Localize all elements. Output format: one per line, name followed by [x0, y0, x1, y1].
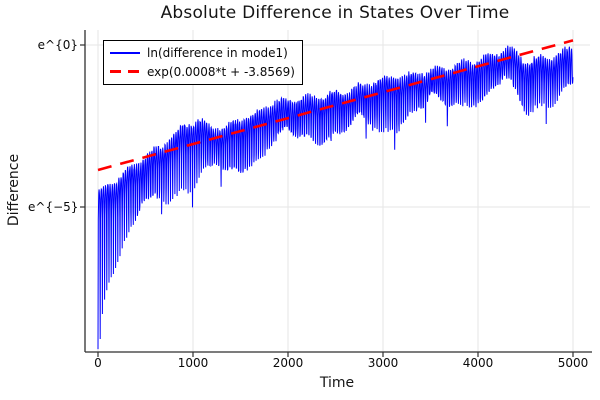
- x-tick-label: 3000: [367, 356, 399, 370]
- x-axis-label: Time: [319, 375, 355, 391]
- y-tick-label-e0: e^{0}: [37, 38, 78, 52]
- series-layer: [97, 39, 574, 350]
- x-tick-label: 4000: [462, 356, 494, 370]
- x-tick-label: 1000: [177, 356, 209, 370]
- legend-dashed-line-swatch: [110, 70, 140, 73]
- x-tick-label: 0: [94, 356, 102, 370]
- x-tick-label: 2000: [272, 356, 304, 370]
- y-axis-label: Difference: [6, 153, 22, 227]
- axis-layer: [80, 30, 592, 357]
- y-tick-label-e-5: e^{−5}: [28, 200, 79, 214]
- legend-item-fit: exp(0.0008*t + -3.8569): [110, 62, 295, 81]
- legend: ln(difference in mode1) exp(0.0008*t + -…: [103, 40, 303, 85]
- legend-solid-line-swatch: [110, 51, 140, 54]
- chart-title: Absolute Difference in States Over Time: [160, 3, 510, 23]
- legend-item-series: ln(difference in mode1): [110, 43, 295, 62]
- series-line-difference: [97, 45, 574, 350]
- legend-label: exp(0.0008*t + -3.8569): [147, 64, 295, 79]
- legend-label: ln(difference in mode1): [147, 45, 288, 60]
- series-line-fit: [97, 39, 574, 172]
- x-tick-label: 5000: [557, 356, 589, 370]
